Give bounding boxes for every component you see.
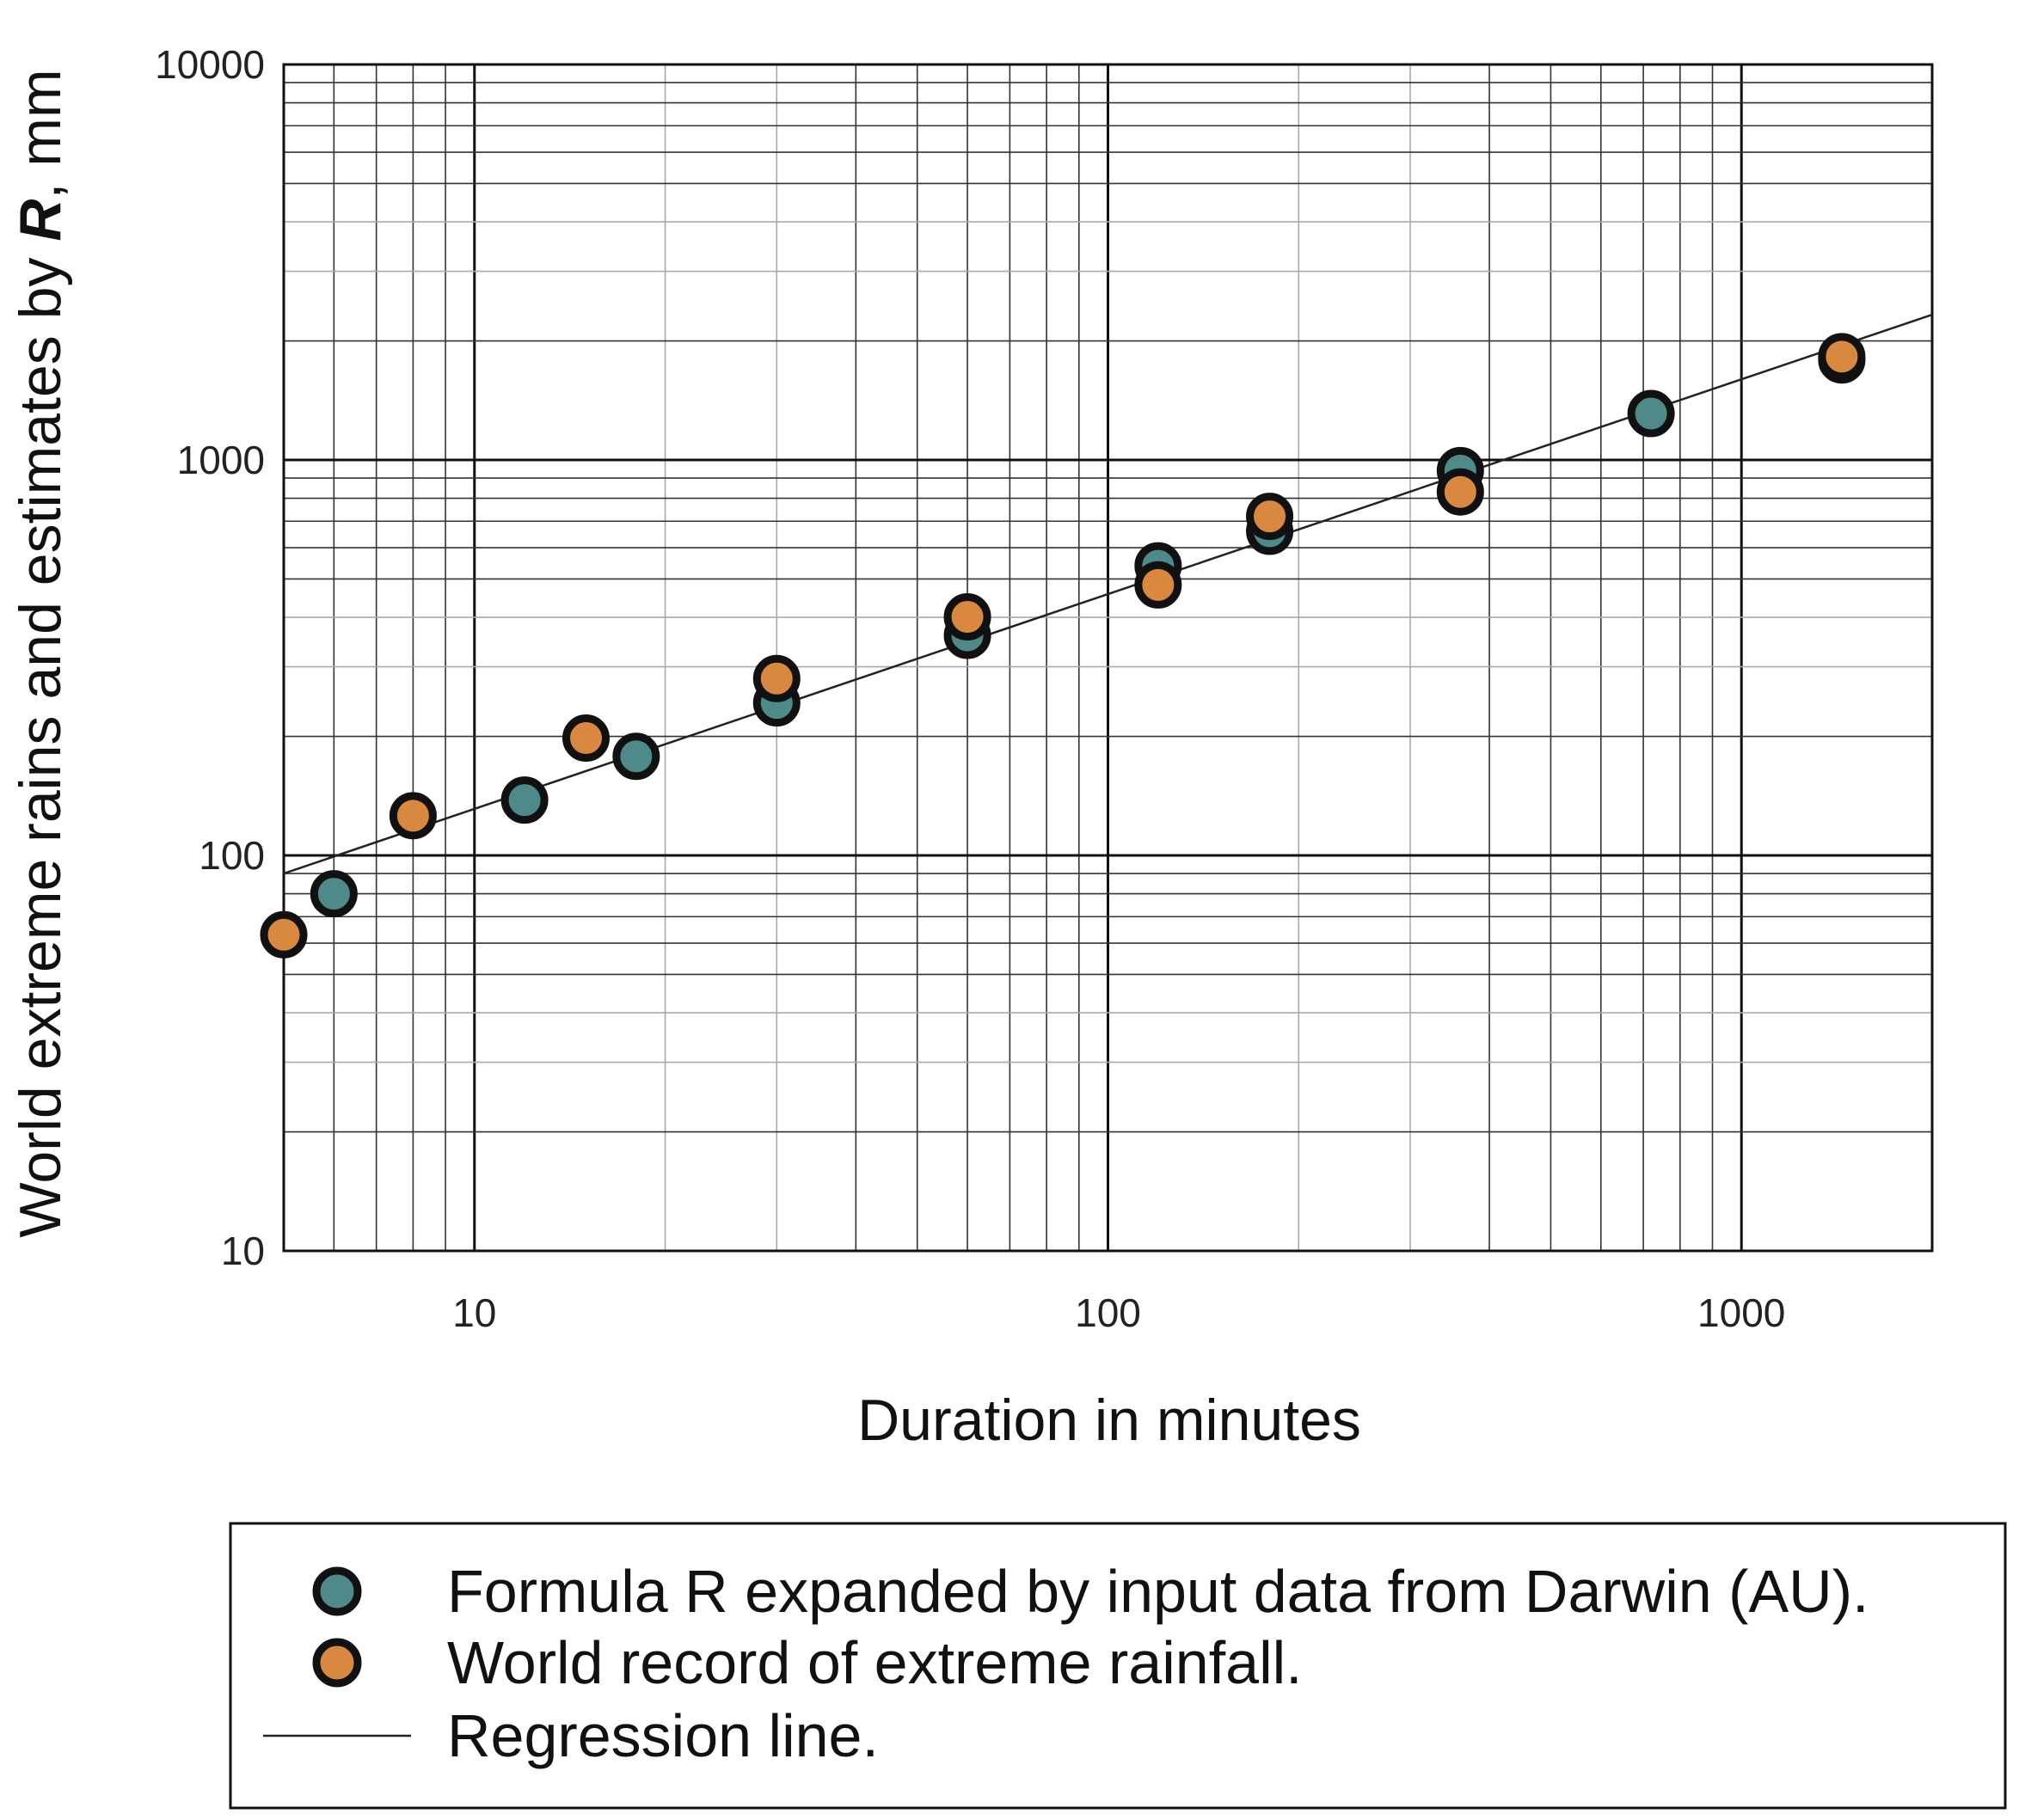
world-record-point: [1436, 468, 1484, 516]
x-tick-label: 100: [1075, 1290, 1141, 1335]
world-record-point: [943, 593, 991, 641]
world-record-point: [260, 910, 308, 959]
legend-items: Formula R expanded by input data from Da…: [263, 1558, 1869, 1769]
data-points-layer: [260, 333, 1866, 959]
legend-label: World record of extreme rainfall.: [447, 1629, 1303, 1696]
legend-label: Formula R expanded by input data from Da…: [447, 1558, 1869, 1625]
x-axis-title: Duration in minutes: [857, 1388, 1361, 1453]
world-record-point: [1134, 561, 1182, 609]
plot-frame: [282, 63, 1934, 1253]
legend-frame: [229, 1522, 2007, 1810]
legend-label: Regression line.: [447, 1702, 879, 1769]
y-axis-title-prefix: World extreme rains and estimates by: [8, 242, 73, 1238]
y-tick-label: 10000: [155, 42, 265, 87]
y-tick-label: 10: [221, 1229, 265, 1273]
legend-marker: [312, 1638, 362, 1688]
darwin-formula-point: [500, 776, 549, 824]
y-axis-title-suffix: , mm: [8, 69, 73, 199]
x-tick-label: 10: [452, 1290, 496, 1335]
y-axis-title: World extreme rains and estimates by R, …: [8, 69, 73, 1237]
legend: Formula R expanded by input data from Da…: [229, 1522, 2007, 1810]
y-tick-label: 1000: [177, 438, 265, 482]
darwin-formula-point: [1627, 389, 1675, 438]
plot-grid: [283, 63, 1933, 1253]
world-record-point: [562, 714, 611, 763]
y-tick-label: 100: [199, 833, 265, 878]
world-record-point: [1246, 493, 1294, 541]
world-record-point: [389, 792, 437, 840]
world-record-point: [752, 654, 801, 702]
y-axis-title-symbol: R: [8, 199, 73, 241]
x-tick-label: 1000: [1697, 1290, 1785, 1335]
darwin-formula-point: [310, 870, 358, 918]
world-record-point: [1818, 333, 1866, 381]
legend-marker: [312, 1566, 362, 1616]
x-tick-labels: 10 100 1000: [452, 1290, 1785, 1335]
y-tick-labels: 10 100 1000 10000: [155, 42, 265, 1273]
darwin-formula-point: [612, 732, 660, 781]
